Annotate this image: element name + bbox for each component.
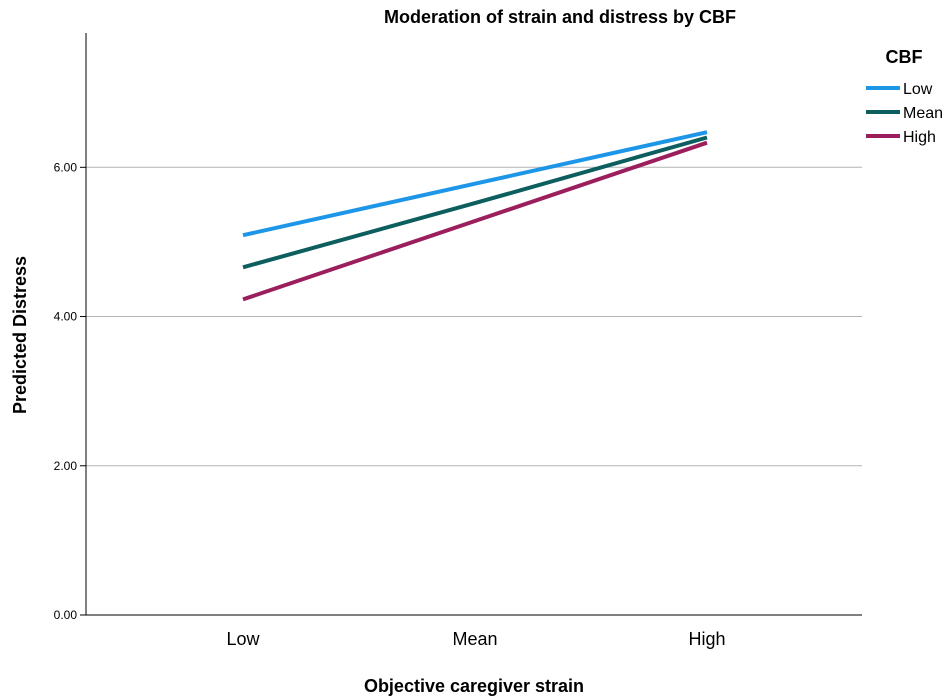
series-lines [242,130,708,302]
y-tick-label: 2.00 [54,459,78,473]
x-tick-label: Low [226,629,260,649]
x-tick-labels: Low Mean High [226,629,725,649]
series-line-low [242,130,708,238]
x-axis-title: Objective caregiver strain [364,676,584,696]
legend-label: Mean [903,105,943,122]
chart-title: Moderation of strain and distress by CBF [384,7,736,27]
legend-label: High [903,129,936,146]
legend: CBF Low Mean High [866,47,943,146]
y-tick-label: 0.00 [54,608,78,622]
x-tick-label: High [688,629,725,649]
legend-title: CBF [886,47,923,67]
y-tick-label: 6.00 [54,160,78,174]
legend-label: Low [903,81,933,98]
gridlines [80,166,862,616]
y-tick-label: 4.00 [54,310,78,324]
series-line-mean [242,135,708,270]
y-tick-labels: 0.00 2.00 4.00 6.00 [54,160,78,622]
x-tick-label: Mean [452,629,497,649]
series-line-high [242,140,708,302]
legend-items: Low Mean High [866,81,943,146]
y-axis-title: Predicted Distress [10,256,30,414]
